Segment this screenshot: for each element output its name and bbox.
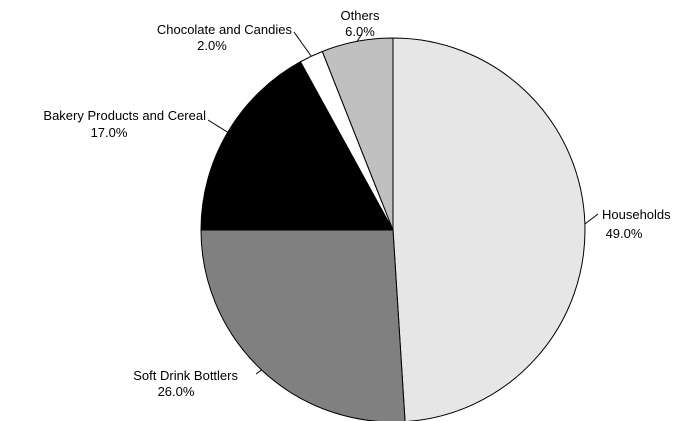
label-soft-drink-bottlers-value: 26.0%	[158, 384, 195, 399]
slice-soft-drink-bottlers	[200, 229, 406, 421]
label-bakery-products-value: 17.0%	[91, 125, 128, 140]
slice-households	[392, 37, 586, 421]
leader-households	[584, 213, 599, 225]
label-others-value: 6.0%	[345, 24, 375, 39]
leader-chocolate-and-candies	[293, 31, 312, 57]
label-households-name: Households	[602, 207, 671, 222]
label-chocolate-candies-name: Chocolate and Candies	[157, 22, 293, 37]
label-bakery-products-name: Bakery Products and Cereal	[43, 108, 206, 123]
leader-others	[356, 33, 363, 42]
leader-lines	[207, 31, 599, 375]
label-soft-drink-bottlers-name: Soft Drink Bottlers	[133, 368, 238, 383]
slice-others	[321, 37, 394, 231]
label-chocolate-candies-value: 2.0%	[197, 38, 227, 53]
label-households-value: 49.0%	[606, 226, 643, 241]
slice-labels: Households 49.0% Soft Drink Bottlers 26.…	[43, 8, 671, 399]
leader-bakery-products-and-cereal	[207, 119, 229, 133]
label-others-name: Others	[340, 8, 380, 23]
pie-slices	[200, 37, 586, 421]
leader-soft-drink-bottlers	[255, 369, 262, 375]
